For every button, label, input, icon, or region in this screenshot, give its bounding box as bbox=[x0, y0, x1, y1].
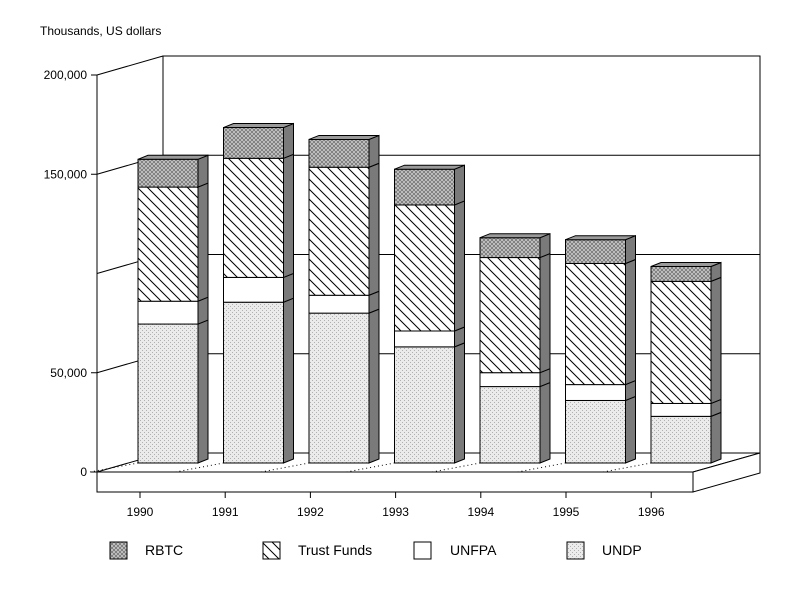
bar-segment bbox=[137, 186, 199, 302]
bar-floor-shadow bbox=[89, 462, 139, 473]
bar-segment bbox=[308, 166, 370, 296]
x-tick-label: 1993 bbox=[382, 505, 409, 519]
bar-segment bbox=[565, 399, 626, 464]
bar-segment-side bbox=[625, 258, 636, 386]
bar-segment bbox=[308, 312, 370, 464]
bar-stack bbox=[431, 232, 551, 473]
bar-segment bbox=[223, 157, 284, 278]
legend-label: RBTC bbox=[145, 542, 183, 558]
bar-stack bbox=[89, 154, 209, 473]
legend-swatch bbox=[109, 541, 128, 560]
bar-segment-side bbox=[710, 411, 722, 464]
bar-floor-shadow bbox=[260, 462, 310, 473]
bar-segment bbox=[394, 204, 455, 332]
bar-top bbox=[308, 134, 380, 140]
bar-segment-side bbox=[625, 395, 636, 464]
bar-segment-side bbox=[283, 122, 294, 160]
bar-segment-side bbox=[197, 319, 209, 464]
bar-top bbox=[394, 164, 465, 170]
side-gridline bbox=[96, 55, 164, 76]
bar-segment-side bbox=[283, 153, 294, 279]
legend-label: Trust Funds bbox=[298, 542, 372, 558]
bar-segment-side bbox=[197, 182, 209, 302]
bar-segment-side bbox=[197, 296, 209, 325]
bar-segment-side bbox=[368, 308, 380, 464]
bar-segment-side bbox=[368, 134, 380, 168]
x-tick-label: 1992 bbox=[297, 505, 324, 519]
legend-label: UNFPA bbox=[450, 542, 497, 558]
bar-segment-side bbox=[197, 154, 209, 188]
bar-stack bbox=[260, 134, 380, 473]
bar-floor-shadow bbox=[602, 462, 652, 473]
bar-segment bbox=[223, 301, 284, 464]
y-axis-label: Thousands, US dollars bbox=[40, 24, 161, 38]
bar-stack bbox=[346, 164, 465, 473]
y-tick-labels: 0 50,000 150,000 200,000 bbox=[44, 68, 97, 479]
chart-legend: RBTC Trust Funds UNFPA UNDP bbox=[109, 541, 642, 560]
y-tick-label: 50,000 bbox=[50, 366, 87, 380]
x-tick-label: 1990 bbox=[127, 505, 154, 519]
bar-segment-side bbox=[539, 381, 551, 464]
bar-segment-side bbox=[710, 276, 722, 405]
bar-segment-side bbox=[454, 342, 465, 464]
bar-top bbox=[223, 123, 294, 129]
bar-segment bbox=[565, 263, 626, 386]
bar-segment bbox=[137, 158, 199, 188]
legend-swatch bbox=[566, 541, 585, 560]
legend-label: UNDP bbox=[602, 542, 642, 558]
y-tick-label: 200,000 bbox=[44, 68, 88, 82]
bar-stack bbox=[602, 261, 722, 473]
y-tick-label: 150,000 bbox=[44, 167, 88, 181]
bar-segment bbox=[308, 138, 370, 168]
bar-segment bbox=[650, 265, 712, 282]
bar-top bbox=[565, 235, 636, 241]
bar-segment bbox=[223, 276, 284, 303]
floor-side bbox=[692, 452, 761, 493]
bar-segment bbox=[565, 384, 626, 401]
bar-segment bbox=[565, 239, 626, 265]
bar-segment bbox=[137, 300, 199, 325]
bar-segment-side bbox=[625, 234, 636, 265]
bar-segment bbox=[650, 280, 712, 404]
x-tick-label: 1996 bbox=[638, 505, 665, 519]
bar-segment bbox=[650, 402, 712, 417]
bar-floor-shadow bbox=[175, 462, 224, 473]
bar-top bbox=[479, 233, 551, 239]
bar-segment bbox=[223, 127, 284, 159]
bar-stack bbox=[517, 234, 636, 473]
bar-segment bbox=[137, 323, 199, 464]
legend-swatch bbox=[413, 541, 432, 560]
bar-segment-side bbox=[539, 252, 551, 374]
bar-segment bbox=[479, 237, 541, 259]
x-tick-label: 1991 bbox=[212, 505, 239, 519]
bar-stack bbox=[175, 122, 294, 473]
bar-segment bbox=[479, 372, 541, 388]
bar-segment-side bbox=[283, 297, 294, 464]
legend-swatch bbox=[262, 541, 281, 560]
bar-segment-side bbox=[368, 162, 380, 297]
bar-segment bbox=[650, 415, 712, 464]
bar-top bbox=[137, 154, 209, 160]
bar-segment bbox=[394, 346, 455, 464]
bar-segment bbox=[308, 294, 370, 314]
bar-segment bbox=[394, 330, 455, 348]
bar-segment-side bbox=[454, 200, 465, 332]
x-tick-labels: 1990 1991 1992 1993 1994 1995 1996 bbox=[127, 492, 665, 519]
bar-segment bbox=[479, 257, 541, 374]
bar-segment-side bbox=[454, 164, 465, 206]
bar-floor-shadow bbox=[346, 462, 395, 473]
bar-top bbox=[650, 261, 722, 267]
bar-segment bbox=[394, 168, 455, 206]
bar-floor-shadow bbox=[431, 462, 481, 473]
bar-floor-shadow bbox=[517, 462, 566, 473]
bar-segment bbox=[479, 386, 541, 464]
y-tick-label: 0 bbox=[80, 465, 87, 479]
x-tick-label: 1994 bbox=[467, 505, 494, 519]
chart-bars bbox=[89, 122, 722, 473]
x-tick-label: 1995 bbox=[553, 505, 580, 519]
floor-front bbox=[96, 471, 694, 493]
bar-segment-side bbox=[283, 272, 294, 303]
